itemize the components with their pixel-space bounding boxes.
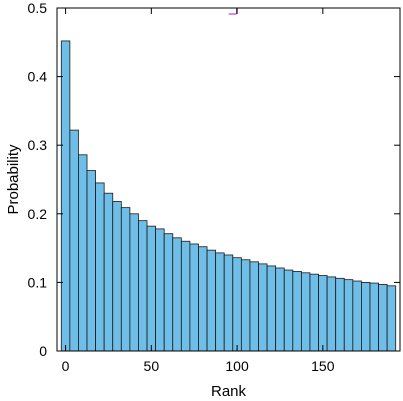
bar-6 bbox=[112, 201, 122, 352]
bar-13 bbox=[172, 237, 182, 352]
bar-17 bbox=[206, 249, 217, 352]
plot-frame bbox=[56, 7, 401, 352]
y-tick-label-1: 0.1 bbox=[28, 274, 48, 290]
bar-3 bbox=[86, 170, 96, 352]
bar-30 bbox=[318, 275, 328, 352]
bar-18 bbox=[215, 252, 225, 352]
bar-2 bbox=[78, 154, 88, 352]
bar-8 bbox=[129, 213, 139, 352]
y-axis-label: Probability bbox=[5, 144, 22, 215]
bar-10 bbox=[146, 225, 157, 352]
bar-24 bbox=[266, 265, 277, 352]
x-tick-label-2: 100 bbox=[225, 358, 249, 374]
x-tick-label-1: 50 bbox=[144, 358, 160, 374]
bar-9 bbox=[138, 220, 148, 352]
ticks-group bbox=[57, 7, 400, 352]
x-tick-label-0: 0 bbox=[62, 358, 70, 374]
bar-38 bbox=[386, 285, 397, 352]
x-tick-label-3: 150 bbox=[311, 358, 335, 374]
bar-31 bbox=[326, 276, 337, 352]
top-marker-group bbox=[228, 8, 238, 15]
bar-15 bbox=[189, 243, 199, 352]
bar-1 bbox=[69, 129, 79, 352]
bar-34 bbox=[352, 280, 362, 352]
bar-25 bbox=[275, 267, 285, 352]
bar-22 bbox=[249, 261, 259, 352]
y-tick-label-3: 0.3 bbox=[28, 137, 48, 153]
y-tick-label-0: 0 bbox=[39, 343, 47, 359]
bar-21 bbox=[240, 259, 251, 352]
bar-26 bbox=[283, 269, 294, 352]
bar-7 bbox=[120, 207, 131, 352]
tick-labels-group: 0 50 100 150 0 0.1 0.2 0.3 0.4 0.5 bbox=[28, 0, 335, 374]
x-axis-label: Rank bbox=[211, 383, 247, 400]
bar-5 bbox=[103, 192, 114, 352]
bars-group bbox=[60, 40, 397, 352]
bar-32 bbox=[335, 277, 345, 352]
bar-36 bbox=[369, 282, 379, 352]
y-tick-label-5: 0.5 bbox=[28, 0, 48, 16]
bar-28 bbox=[300, 272, 311, 352]
bar-29 bbox=[309, 273, 319, 352]
bar-4 bbox=[95, 182, 105, 352]
bar-11 bbox=[155, 228, 165, 352]
bar-33 bbox=[343, 279, 354, 352]
bar-23 bbox=[258, 263, 268, 352]
bar-19 bbox=[223, 254, 234, 352]
bar-20 bbox=[232, 257, 242, 352]
bar-37 bbox=[378, 284, 388, 352]
bar-35 bbox=[361, 281, 371, 352]
bar-14 bbox=[180, 240, 191, 352]
bar-27 bbox=[292, 271, 302, 352]
y-tick-label-2: 0.2 bbox=[28, 206, 48, 222]
bar-16 bbox=[198, 246, 208, 352]
bar-12 bbox=[163, 233, 174, 352]
y-tick-label-4: 0.4 bbox=[28, 69, 48, 85]
bar-0 bbox=[60, 40, 71, 352]
